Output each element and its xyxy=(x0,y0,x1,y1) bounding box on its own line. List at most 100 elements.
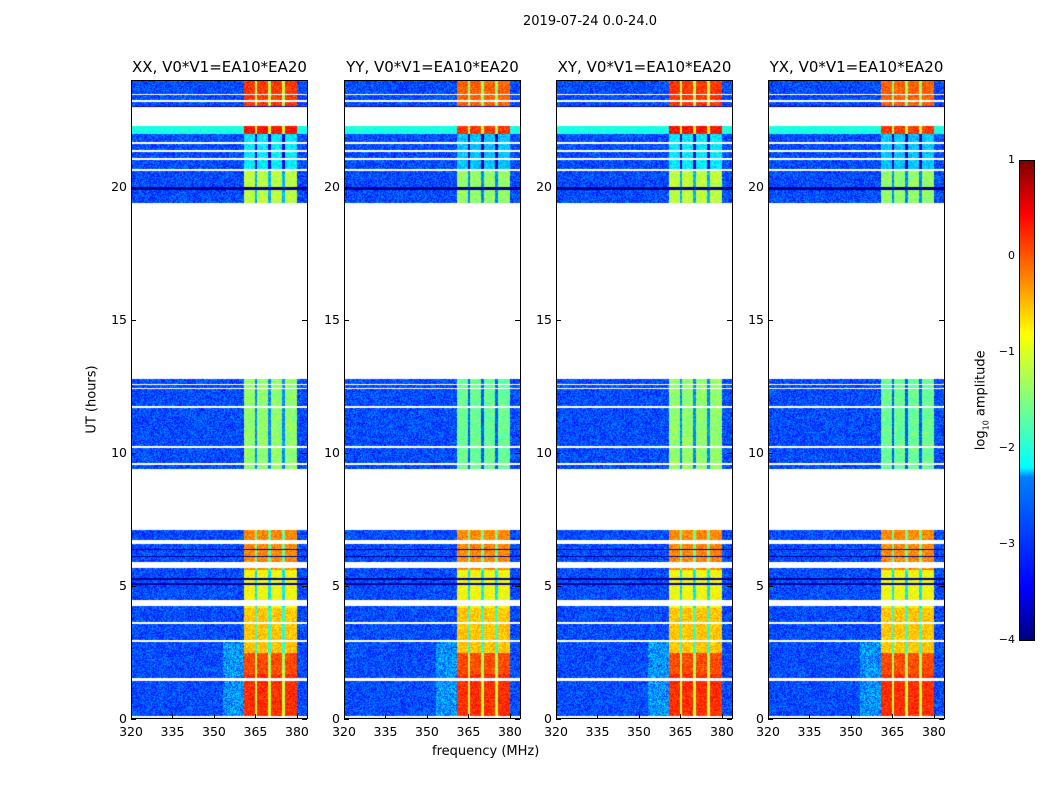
y-tick-label: 0 xyxy=(119,711,127,726)
panel-title: YX, V0*V1=EA10*EA20 xyxy=(769,58,944,76)
y-tick-mark xyxy=(768,319,773,321)
y-tick-mark xyxy=(344,719,349,720)
y-tick-label: 20 xyxy=(111,178,127,194)
y-tick-mark xyxy=(131,719,136,720)
x-tick-label: 350 xyxy=(627,724,651,739)
y-tick-label: 5 xyxy=(332,577,340,593)
x-tick-label: 335 xyxy=(585,724,610,739)
spectrogram-panel-yy: YY, V0*V1=EA10*EA20 320 335 350 365 380 0 5 10 15… xyxy=(324,58,522,739)
y-tick-mark xyxy=(344,452,349,454)
x-tick-mark xyxy=(768,714,769,719)
x-tick-mark xyxy=(556,714,557,719)
y-tick-mark xyxy=(556,719,561,720)
y-tick-mark xyxy=(939,452,944,454)
x-tick-mark xyxy=(933,714,935,719)
y-tick-mark xyxy=(727,186,732,188)
x-tick-mark xyxy=(597,714,599,719)
x-tick-label: 320 xyxy=(756,724,780,739)
y-tick-label: 0 xyxy=(332,711,340,726)
y-tick-mark xyxy=(131,452,136,454)
y-tick-mark xyxy=(302,719,307,720)
y-tick-mark xyxy=(727,585,732,587)
x-tick-mark xyxy=(213,714,215,719)
y-tick-label: 15 xyxy=(748,311,764,327)
y-tick-mark xyxy=(939,319,944,321)
y-tick-mark xyxy=(302,585,307,587)
y-tick-label: 10 xyxy=(748,444,764,460)
colorbar-tick-label: −2 xyxy=(998,441,1015,454)
y-tick-label: 10 xyxy=(111,444,127,460)
y-tick-label: 5 xyxy=(544,577,552,593)
x-tick-mark xyxy=(850,714,852,719)
x-tick-mark xyxy=(638,714,640,719)
x-tick-mark xyxy=(255,714,257,719)
x-tick-mark xyxy=(809,714,811,719)
spectrogram-panel-xx: XX, V0*V1=EA10*EA20 320 335 350 365 380 0 5 10 15… xyxy=(111,58,309,739)
y-tick-label: 20 xyxy=(536,178,552,194)
x-tick-mark xyxy=(892,714,894,719)
x-tick-mark xyxy=(296,714,298,719)
heatmap-image xyxy=(768,80,945,719)
x-tick-mark xyxy=(509,714,511,719)
y-tick-label: 0 xyxy=(544,711,552,726)
x-tick-label: 380 xyxy=(285,724,309,739)
x-tick-label: 350 xyxy=(839,724,863,739)
colorbar-tick-label: −3 xyxy=(998,537,1015,550)
y-tick-mark xyxy=(302,452,307,454)
x-tick-label: 320 xyxy=(332,724,356,739)
axes-frame xyxy=(556,80,733,719)
y-tick-mark xyxy=(302,319,307,321)
spectrogram-panel-yx: YX, V0*V1=EA10*EA20 320 335 350 365 380 0 5 10 15… xyxy=(748,58,946,739)
panel-title: XX, V0*V1=EA10*EA20 xyxy=(132,58,307,76)
axes-frame xyxy=(344,80,521,719)
x-axis-label: frequency (MHz) xyxy=(432,744,540,759)
y-tick-label: 15 xyxy=(536,311,552,327)
y-tick-mark xyxy=(556,319,561,321)
colorbar xyxy=(1019,160,1035,641)
y-tick-mark xyxy=(556,186,561,188)
x-tick-label: 365 xyxy=(880,724,905,739)
y-tick-label: 20 xyxy=(748,178,764,194)
x-tick-label: 335 xyxy=(797,724,822,739)
heatmap-image xyxy=(131,80,308,719)
y-tick-mark xyxy=(768,585,773,587)
colorbar-tick-label: −4 xyxy=(998,633,1015,646)
x-tick-mark xyxy=(721,714,723,719)
colorbar-label: log10 amplitude xyxy=(973,350,991,451)
y-tick-mark xyxy=(939,719,944,720)
y-tick-mark xyxy=(131,585,136,587)
y-tick-mark xyxy=(556,585,561,587)
x-tick-label: 380 xyxy=(922,724,946,739)
colorbar-tick-label: 0 xyxy=(1008,249,1015,262)
y-tick-mark xyxy=(302,186,307,188)
x-tick-mark xyxy=(172,714,174,719)
x-tick-label: 365 xyxy=(243,724,268,739)
panel-title: YY, V0*V1=EA10*EA20 xyxy=(346,58,519,76)
x-tick-mark xyxy=(344,714,345,719)
spectrogram-panel-xy: XY, V0*V1=EA10*EA20 320 335 350 365 380 0 5 10 15… xyxy=(536,58,734,739)
x-tick-mark xyxy=(131,714,132,719)
y-tick-label: 5 xyxy=(756,577,764,593)
x-tick-label: 380 xyxy=(498,724,522,739)
y-tick-mark xyxy=(515,585,520,587)
y-tick-mark xyxy=(556,452,561,454)
x-tick-label: 320 xyxy=(544,724,568,739)
x-tick-label: 335 xyxy=(373,724,398,739)
y-tick-mark xyxy=(768,186,773,188)
y-tick-mark xyxy=(515,719,520,720)
x-tick-mark xyxy=(385,714,387,719)
y-tick-label: 10 xyxy=(324,444,340,460)
colorbar-tick-label: 1 xyxy=(1008,153,1015,166)
figure-title: 2019-07-24 0.0-24.0 xyxy=(523,14,657,29)
y-tick-mark xyxy=(727,319,732,321)
y-tick-mark xyxy=(768,452,773,454)
y-tick-mark xyxy=(768,719,773,720)
x-tick-label: 320 xyxy=(119,724,143,739)
y-tick-mark xyxy=(131,186,136,188)
y-tick-mark xyxy=(515,186,520,188)
x-tick-label: 365 xyxy=(668,724,693,739)
y-tick-mark xyxy=(939,585,944,587)
x-tick-label: 365 xyxy=(456,724,481,739)
y-axis-label: UT (hours) xyxy=(84,365,100,434)
